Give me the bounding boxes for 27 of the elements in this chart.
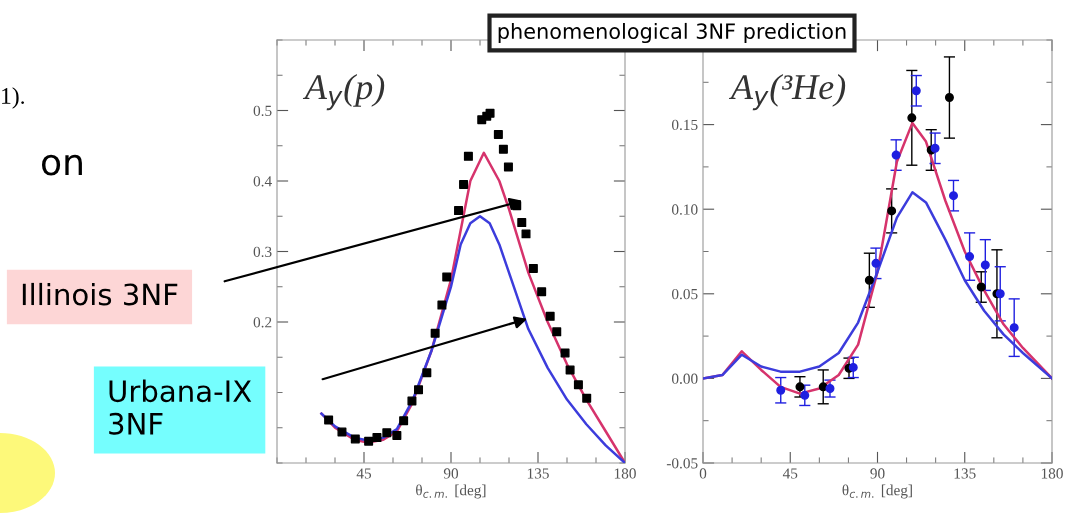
x-tick-label: 90 — [870, 468, 885, 479]
y-tick-label: 0.15 — [671, 119, 698, 131]
text: 1). — [2, 87, 25, 109]
y-tick-label: 0.3 — [253, 246, 272, 258]
text: A$_{y}$(p) — [302, 73, 385, 111]
y-tick-label: 0.10 — [671, 204, 698, 215]
x-tick-label: 135 — [527, 468, 549, 479]
x-tick-label: 45 — [782, 468, 798, 479]
x-tick-label: 45 — [356, 468, 372, 479]
y-tick-label: -0.05 — [666, 458, 698, 469]
y-tick-label: 0.05 — [671, 288, 698, 300]
text: on — [41, 154, 82, 176]
x-tick-label: 90 — [443, 468, 459, 479]
x-axis-title: θ$_{c.m.}$ [deg] — [842, 484, 912, 499]
x-tick-label: 135 — [954, 468, 976, 479]
y-tick-label: 0.4 — [253, 176, 272, 187]
annotation: phenomenological 3NF prediction — [498, 22, 846, 44]
x-tick-label: 180 — [614, 468, 636, 479]
x-tick-label: 180 — [1041, 468, 1063, 479]
text: Urbana-IX 3NF — [109, 379, 252, 435]
text: Illinois 3NF — [22, 282, 178, 306]
y-tick-label: 0.5 — [253, 105, 272, 117]
y-tick-label: 0.00 — [671, 373, 698, 384]
y-tick-label: 0.2 — [253, 317, 272, 328]
x-axis-title: θ$_{c.m.}$ [deg] — [416, 484, 486, 499]
x-tick-label: 0 — [699, 468, 707, 479]
text: A$_{y}$(³He) — [728, 73, 846, 111]
